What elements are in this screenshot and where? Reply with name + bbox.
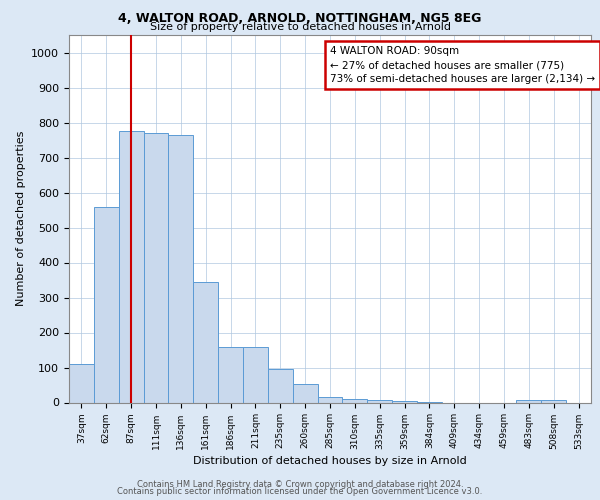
Text: Contains public sector information licensed under the Open Government Licence v3: Contains public sector information licen… [118,488,482,496]
Bar [143,133,169,402]
Y-axis label: Number of detached properties: Number of detached properties [16,131,26,306]
Bar [169,135,193,402]
Bar [243,346,268,403]
Bar [218,346,243,403]
Bar [293,384,317,402]
X-axis label: Distribution of detached houses by size in Arnold: Distribution of detached houses by size … [193,456,467,466]
Bar [343,399,367,402]
Text: Contains HM Land Registry data © Crown copyright and database right 2024.: Contains HM Land Registry data © Crown c… [137,480,463,489]
Bar [367,400,392,402]
Bar [69,364,94,403]
Bar [392,401,417,402]
Text: 4 WALTON ROAD: 90sqm
← 27% of detached houses are smaller (775)
73% of semi-deta: 4 WALTON ROAD: 90sqm ← 27% of detached h… [330,46,595,84]
Bar [119,132,143,402]
Bar [541,400,566,402]
Text: Size of property relative to detached houses in Arnold: Size of property relative to detached ho… [149,22,451,32]
Bar [193,282,218,403]
Bar [94,206,119,402]
Bar [268,369,293,402]
Bar [517,400,541,402]
Bar [317,397,343,402]
Text: 4, WALTON ROAD, ARNOLD, NOTTINGHAM, NG5 8EG: 4, WALTON ROAD, ARNOLD, NOTTINGHAM, NG5 … [118,12,482,26]
